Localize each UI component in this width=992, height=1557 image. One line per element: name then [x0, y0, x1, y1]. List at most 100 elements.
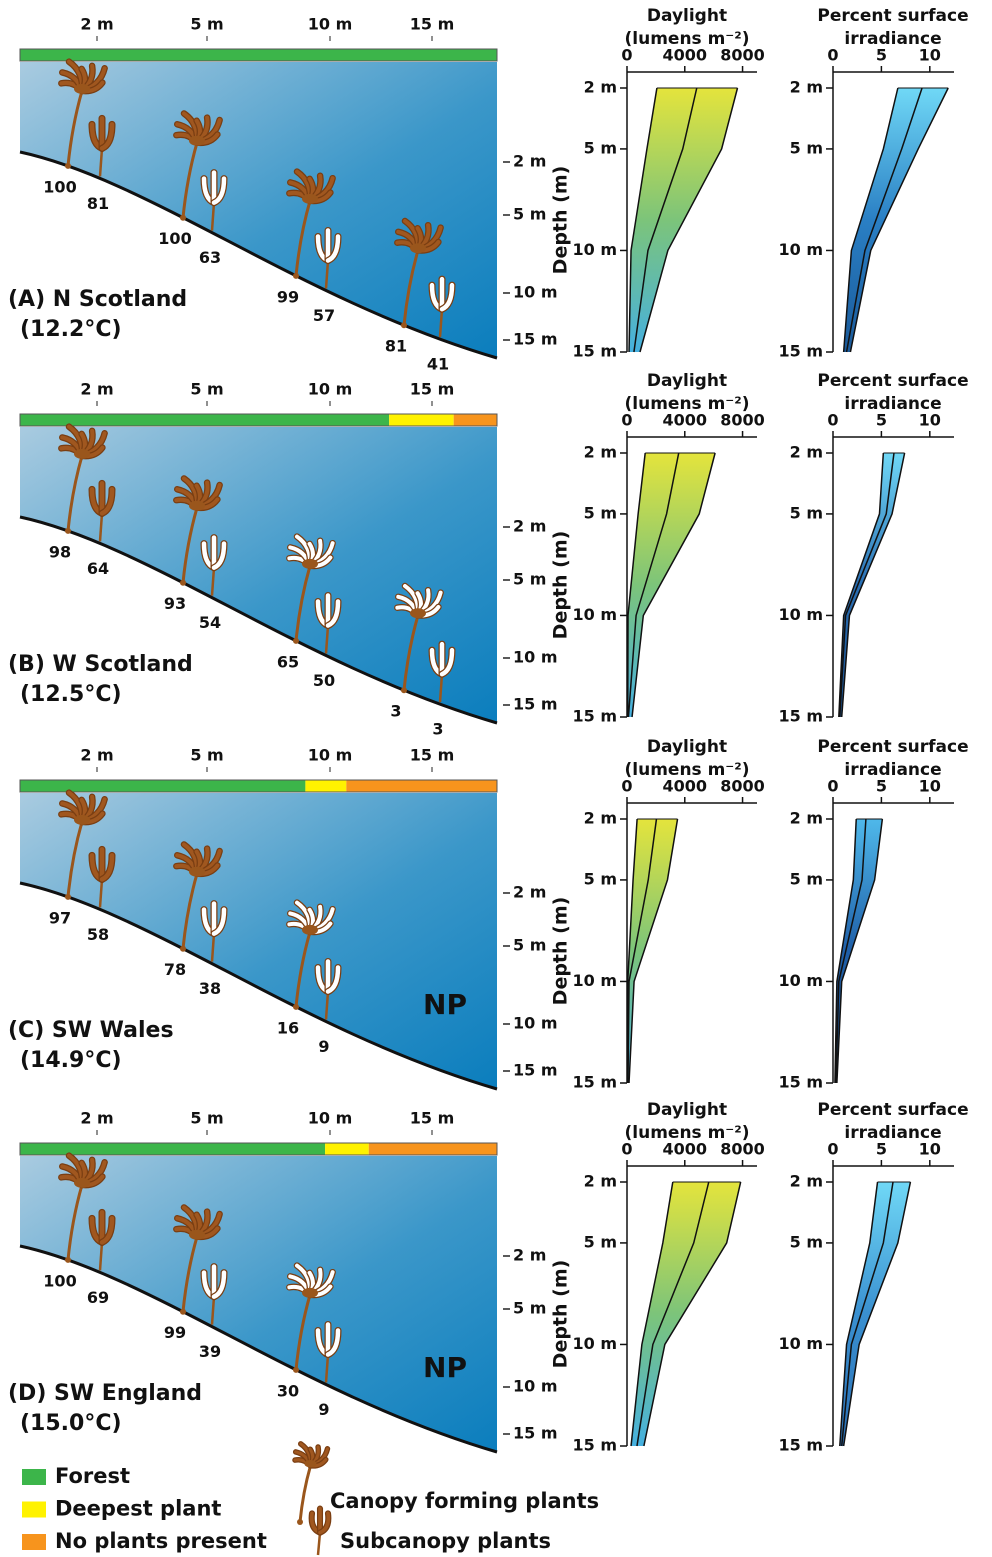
top-tick-label: 10 m	[308, 380, 353, 399]
zone-bar	[20, 1143, 326, 1155]
x-tick-label: 10	[919, 46, 941, 65]
depth-tick-label: 2 m	[513, 883, 546, 902]
zone-bar	[325, 1143, 369, 1155]
subcanopy-plant	[88, 1208, 116, 1271]
x-tick-label: 0	[621, 46, 632, 65]
chart-title: Percent surface	[817, 1100, 968, 1120]
plant-stipe	[324, 260, 330, 289]
plant-holdfast	[293, 272, 299, 279]
zone-bar-frame	[19, 779, 498, 793]
plant-head	[302, 193, 318, 204]
y-tick-label: 5 m	[584, 869, 617, 888]
depth-tick-label: 5 m	[513, 1299, 546, 1318]
y-tick-label: 10 m	[778, 605, 823, 624]
profile-line	[840, 1181, 894, 1447]
depth-tick-label: 15 m	[513, 1424, 558, 1443]
plant-stipe	[210, 202, 216, 231]
canopy-plant	[292, 1441, 331, 1525]
x-tick-label: 0	[621, 1140, 632, 1159]
profile-line	[835, 818, 867, 1084]
plant-stipe	[294, 565, 312, 641]
plant-holdfast	[65, 527, 71, 534]
subcanopy-plant	[308, 1505, 332, 1556]
plant-frond	[99, 487, 115, 516]
canopy-plant	[394, 582, 444, 694]
plant-stipe	[98, 1242, 104, 1271]
y-tick-label: 15 m	[778, 342, 823, 361]
canopy-plant	[286, 168, 336, 279]
subcanopy-plant	[200, 1263, 228, 1325]
y-tick-label: 2 m	[790, 443, 823, 462]
zone-bar	[20, 414, 390, 426]
profile-line	[840, 452, 906, 718]
band-area	[627, 453, 716, 717]
profile-line	[845, 87, 923, 353]
subcanopy-value: 63	[199, 248, 221, 267]
plant-holdfast	[65, 1256, 71, 1263]
profile-line	[842, 87, 899, 353]
chart-title: irradiance	[844, 1123, 941, 1143]
site-label: (D) SW England	[8, 1381, 202, 1406]
plant-holdfast	[180, 945, 186, 952]
profile-line	[628, 818, 679, 1084]
plant-holdfast	[65, 162, 71, 169]
top-tick-label: 15 m	[410, 380, 455, 399]
legend-swatch	[22, 1534, 46, 1550]
plant-head	[189, 1229, 205, 1240]
x-tick-label: 5	[876, 777, 887, 796]
plant-frond	[99, 853, 115, 882]
chart-title: (lumens m⁻²)	[625, 1123, 750, 1143]
y-tick-label: 5 m	[790, 138, 823, 157]
y-tick-label: 2 m	[790, 809, 823, 828]
subcanopy-plant	[88, 114, 116, 177]
seabed-line	[19, 881, 498, 1091]
top-tick-label: 2 m	[80, 380, 113, 399]
chart-title: Daylight	[647, 1100, 727, 1120]
y-tick-label: 2 m	[584, 443, 617, 462]
subcanopy-value: 58	[87, 925, 109, 944]
subcanopy-value: 9	[318, 1400, 329, 1419]
zone-bar-frame	[19, 48, 498, 62]
plant-head	[410, 243, 426, 254]
top-tick-label: 2 m	[80, 1109, 113, 1128]
legend-label: Canopy forming plants	[330, 1489, 599, 1513]
subcanopy-plant	[314, 958, 342, 1020]
profile-line	[633, 87, 698, 353]
plant-head	[189, 135, 205, 146]
profile-line	[626, 452, 646, 718]
temperature-label: (12.2°C)	[20, 317, 122, 342]
x-tick-label: 8000	[720, 1140, 765, 1159]
profile-line	[628, 87, 658, 353]
profile-line	[630, 1181, 674, 1447]
subcanopy-plant	[314, 227, 342, 289]
zone-bar	[346, 780, 497, 792]
band-area	[843, 88, 949, 352]
canopy-plant	[58, 423, 108, 534]
zone-bar-frame	[19, 413, 498, 427]
plant-frond	[211, 1270, 227, 1299]
y-tick-label: 15 m	[778, 1073, 823, 1092]
subcanopy-value: 81	[87, 194, 109, 213]
top-tick-label: 5 m	[190, 380, 223, 399]
y-tick-label: 10 m	[778, 240, 823, 259]
y-tick-label: 5 m	[790, 869, 823, 888]
site-label: (C) SW Wales	[8, 1018, 174, 1043]
y-axis-label: Depth (m)	[550, 1260, 572, 1369]
plant-head	[302, 924, 318, 935]
y-tick-label: 10 m	[572, 1334, 617, 1353]
canopy-value: 98	[49, 542, 71, 561]
plant-stipe	[98, 879, 104, 908]
profile-line	[627, 452, 680, 718]
x-tick-label: 8000	[720, 411, 765, 430]
plant-stipe	[181, 873, 199, 949]
canopy-value: 3	[390, 702, 401, 721]
seabed-line	[19, 1244, 498, 1454]
canopy-value: 100	[43, 1271, 76, 1290]
subcanopy-value: 50	[313, 671, 335, 690]
plant-head	[302, 1287, 318, 1298]
y-tick-label: 10 m	[778, 971, 823, 990]
subcanopy-value: 39	[199, 1342, 221, 1361]
canopy-plant	[173, 475, 223, 586]
subcanopy-value: 64	[87, 559, 109, 578]
plant-head	[410, 608, 426, 619]
